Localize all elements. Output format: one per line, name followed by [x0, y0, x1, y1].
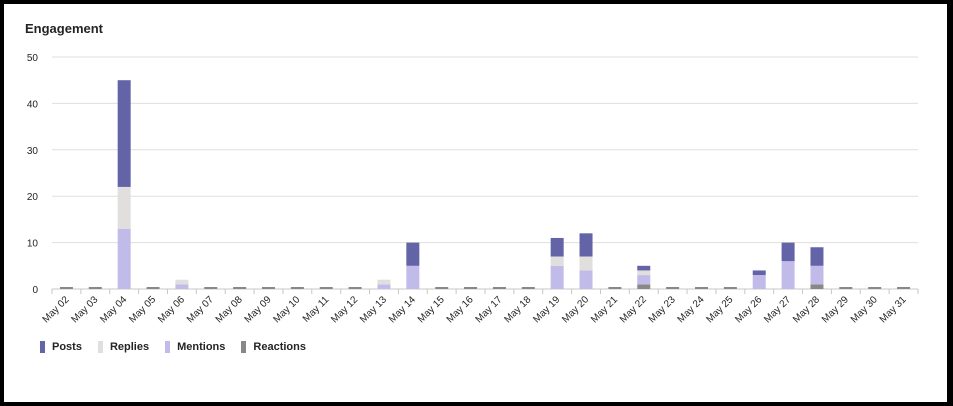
- bar-empty-marker: [435, 287, 449, 289]
- bar-empty-marker: [666, 287, 680, 289]
- bar-empty-marker: [839, 287, 853, 289]
- legend-swatch-posts: [40, 341, 45, 353]
- bar-empty-marker: [723, 287, 737, 289]
- legend-item-reactions[interactable]: Reactions: [241, 341, 306, 353]
- bar-empty-marker: [290, 287, 304, 289]
- y-tick-label: 30: [27, 146, 39, 157]
- bar-segment-replies: [579, 256, 593, 271]
- bar-segment-replies: [637, 270, 651, 276]
- bar-empty-marker: [521, 287, 535, 289]
- bar-segment-posts: [752, 270, 766, 276]
- bar-segment-posts: [810, 247, 824, 266]
- bar-segment-mentions: [579, 270, 593, 289]
- legend-swatch-replies: [97, 341, 103, 353]
- x-tick-label: May 20: [560, 294, 591, 325]
- legend-swatch-mentions: [165, 341, 171, 353]
- legend-label-replies: Replies: [109, 341, 150, 353]
- bar-segment-mentions: [637, 275, 651, 285]
- bar-empty-marker: [319, 287, 333, 289]
- y-tick-label: 50: [27, 53, 39, 64]
- x-tick-label: May 15: [416, 294, 447, 325]
- legend-item-mentions[interactable]: Mentions: [165, 341, 225, 353]
- bar-segment-mentions: [810, 265, 824, 285]
- x-tick-label: May 29: [820, 294, 851, 325]
- x-tick-label: May 10: [272, 294, 303, 325]
- x-tick-label: May 06: [156, 294, 187, 325]
- x-tick-label: May 05: [127, 294, 158, 325]
- y-tick-label: 0: [32, 285, 38, 296]
- legend-swatch-reactions: [241, 341, 247, 353]
- x-tick-label: May 17: [474, 294, 505, 325]
- bar-empty-marker: [868, 287, 882, 289]
- bar-segment-replies: [550, 256, 564, 266]
- bar-empty-marker: [897, 287, 911, 289]
- x-tick-label: May 08: [214, 294, 245, 325]
- x-tick-label: May 28: [791, 294, 822, 325]
- x-tick-label: May 02: [41, 294, 72, 325]
- x-tick-label: May 19: [531, 294, 562, 325]
- bar-segment-posts: [117, 80, 131, 187]
- legend-label-mentions: Mentions: [177, 341, 226, 353]
- x-tick-label: May 07: [185, 294, 216, 325]
- x-tick-label: May 24: [676, 294, 707, 325]
- legend-label-posts: Posts: [52, 341, 82, 353]
- bar-segment-replies: [117, 186, 131, 229]
- x-tick-label: May 18: [502, 294, 533, 325]
- chart-legend: Posts Replies Mentions Reactions: [40, 341, 322, 353]
- bar-segment-mentions: [781, 261, 795, 289]
- bar-segment-mentions: [175, 284, 189, 289]
- bar-empty-marker: [695, 287, 708, 289]
- bar-segment-reactions: [637, 284, 651, 289]
- bar-segment-mentions: [377, 284, 391, 289]
- chart-card: Engagement 0 10 20 30 40 50 May 02 May 03 May 04…: [4, 4, 947, 402]
- bar-empty-marker: [262, 287, 275, 289]
- x-tick-label: May 27: [762, 294, 793, 325]
- x-tick-label: May 14: [387, 294, 418, 325]
- bar-empty-marker: [146, 287, 160, 289]
- x-tick-label: May 09: [243, 294, 274, 325]
- bar-segment-posts: [781, 242, 795, 262]
- bar-segment-reactions: [810, 284, 824, 289]
- y-tick-label: 40: [27, 99, 39, 110]
- bar-empty-marker: [348, 287, 362, 289]
- x-tick-label: May 11: [301, 294, 332, 325]
- bar-segment-posts: [579, 233, 593, 257]
- bar-segment-replies: [175, 279, 189, 285]
- x-tick-label: May 25: [705, 294, 736, 325]
- legend-item-replies[interactable]: Replies: [97, 341, 150, 353]
- bar-segment-mentions: [117, 228, 131, 289]
- legend-item-posts[interactable]: Posts: [40, 341, 82, 353]
- x-tick-label: May 16: [445, 294, 476, 325]
- bar-segment-replies: [377, 279, 391, 285]
- x-tick-label: May 21: [589, 294, 620, 325]
- bar-empty-marker: [59, 287, 73, 289]
- bar-segment-posts: [637, 265, 651, 271]
- legend-label-reactions: Reactions: [253, 341, 306, 353]
- x-tick-label: May 23: [647, 294, 678, 325]
- bar-segment-mentions: [752, 275, 766, 289]
- bar-empty-marker: [233, 287, 247, 289]
- bar-segment-posts: [550, 237, 564, 257]
- x-tick-label: May 30: [849, 294, 880, 325]
- bar-empty-marker: [88, 287, 102, 289]
- bar-empty-marker: [608, 287, 622, 289]
- bar-segment-mentions: [406, 265, 420, 289]
- x-tick-label: May 12: [329, 294, 360, 325]
- x-tick-label: May 04: [98, 294, 129, 325]
- bar-empty-marker: [464, 287, 478, 289]
- chart-title: Engagement: [25, 21, 104, 36]
- x-tick-label: May 22: [618, 294, 649, 325]
- x-tick-label: May 13: [358, 294, 389, 325]
- x-tick-label: May 03: [69, 294, 100, 325]
- y-tick-label: 10: [27, 239, 39, 250]
- y-tick-label: 20: [27, 192, 39, 203]
- x-tick-label: May 26: [733, 294, 764, 325]
- bar-empty-marker: [204, 287, 218, 289]
- bar-segment-mentions: [550, 265, 564, 289]
- x-tick-label: May 31: [878, 294, 909, 325]
- bar-segment-posts: [406, 242, 420, 266]
- bar-empty-marker: [492, 287, 506, 289]
